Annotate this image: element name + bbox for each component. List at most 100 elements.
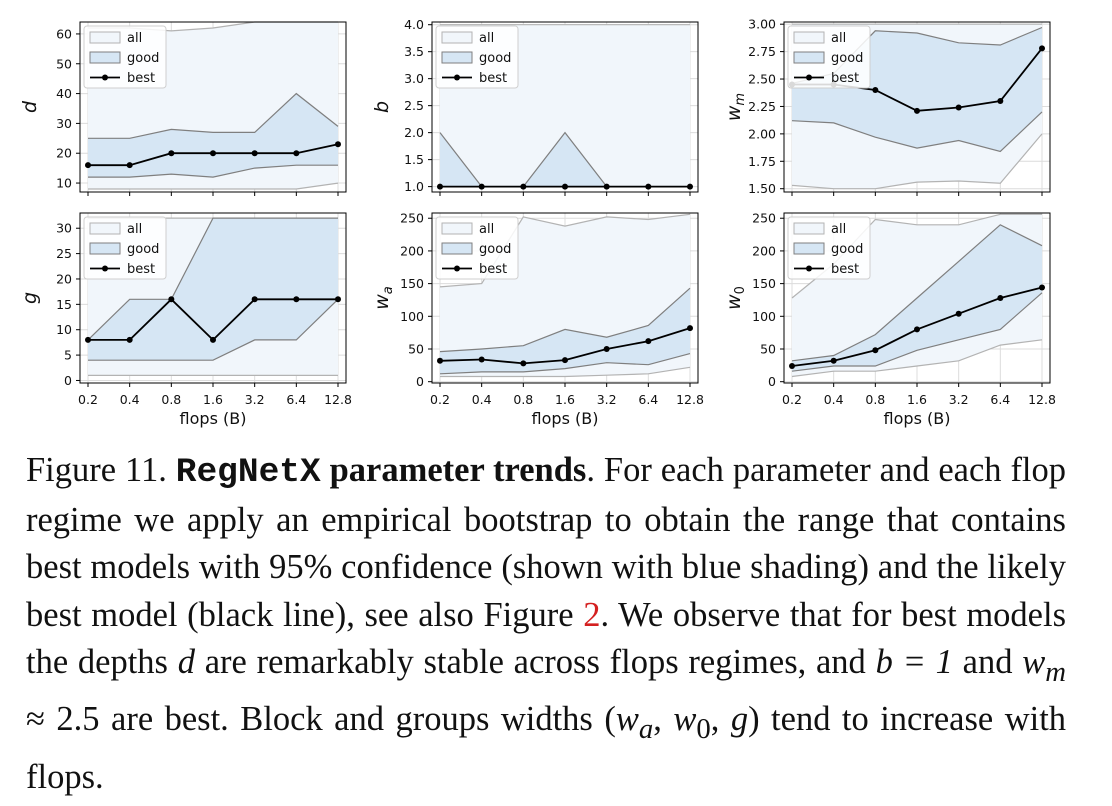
legend-label: good: [479, 242, 511, 257]
caption-text-2: . We observe that for best models the de…: [26, 595, 1066, 682]
good-band-lower-line: [791, 111, 1043, 153]
chart-panel-6: 0 50 100 150 200 250 0.2 0.4 0.8 1.6 3.2 6.4 12.8 flo…: [723, 211, 1056, 428]
y-tick-label: 20: [56, 146, 72, 161]
best-point: [126, 162, 133, 169]
caption-var-wa-base: w: [615, 700, 639, 739]
best-point: [997, 295, 1004, 301]
best-point: [437, 357, 443, 364]
good-band-upper-line: [439, 287, 691, 353]
legend-best-marker: [102, 74, 108, 81]
legend-best-marker: [806, 265, 812, 272]
caption-eq-wm-sub: m: [1045, 655, 1066, 688]
best-point: [562, 357, 568, 364]
best-point: [335, 141, 341, 148]
legend-label: best: [831, 262, 859, 277]
all-band-lower-line: [791, 339, 1043, 378]
good-band-lower-line: [439, 353, 691, 375]
y-tick-label: 2.50: [748, 72, 776, 87]
all-band-upper-line: [439, 213, 691, 288]
caption-title-rest: parameter trends: [329, 451, 587, 489]
y-tick-label: 3.5: [404, 44, 424, 59]
good-band-area: [440, 288, 690, 374]
x-tick-label: 12.8: [676, 392, 704, 407]
y-tick-label: 30: [56, 116, 72, 131]
caption-var-d: d: [177, 643, 195, 681]
y-tick-label: 50: [408, 342, 424, 357]
y-tick-label: 1.75: [748, 154, 776, 169]
legend-swatch: [89, 51, 121, 64]
y-tick-label: 1.0: [404, 179, 424, 194]
y-tick-label: 100: [400, 309, 424, 324]
best-point: [437, 183, 443, 190]
y-tick-label: 2.0: [404, 125, 424, 140]
x-tick-label: 0.2: [782, 392, 802, 407]
caption-text-5: are best. Block and groups widths (: [99, 700, 616, 739]
y-tick-label: 0: [64, 373, 72, 388]
x-tick-label: 1.6: [907, 392, 927, 407]
good-band-upper-line: [791, 224, 1043, 362]
legend-swatch: [89, 222, 121, 235]
best-point: [251, 296, 258, 303]
best-point: [210, 336, 216, 343]
x-tick-label: 0.4: [120, 392, 140, 407]
good-band-upper-line: [87, 217, 338, 341]
legend-swatch: [89, 242, 121, 255]
legend-swatch: [441, 51, 473, 64]
legend-label: all: [127, 222, 142, 237]
legend-label: good: [479, 51, 511, 66]
y-axis-label: w0: [723, 286, 748, 310]
figure-caption: Figure 11. RegNetX parameter trends. For…: [26, 447, 1066, 801]
caption-var-w0-sub: 0: [696, 713, 711, 746]
x-axis-label: flops (B): [884, 409, 951, 428]
legend-label: best: [479, 262, 507, 277]
y-tick-label: 150: [400, 276, 424, 291]
best-point: [168, 150, 175, 157]
x-tick-label: 0.8: [513, 392, 533, 407]
y-tick-label: 40: [56, 86, 72, 101]
best-point: [210, 150, 216, 157]
legend-best-marker: [454, 74, 460, 81]
best-point: [789, 363, 795, 369]
y-tick-label: 0: [416, 374, 424, 389]
caption-title: RegNetX parameter trends: [176, 451, 587, 492]
legend-swatch: [441, 31, 473, 44]
best-point: [603, 346, 610, 352]
caption-figure-ref[interactable]: 2: [583, 595, 601, 634]
all-band-lower-line: [88, 182, 339, 190]
best-point: [830, 357, 837, 364]
y-tick-label: 2.25: [748, 99, 776, 114]
best-point: [687, 325, 693, 332]
legend-label: best: [127, 262, 155, 277]
x-tick-label: 1.6: [203, 392, 223, 407]
caption-var-w0: w0: [673, 700, 710, 745]
caption-eq-wm-rest: ≈ 2.5: [26, 700, 100, 739]
x-tick-label: 6.4: [638, 392, 658, 407]
y-tick-label: 250: [400, 211, 424, 226]
legend-label: all: [479, 222, 494, 237]
legend: all good best: [435, 25, 519, 89]
x-tick-label: 0.4: [824, 392, 844, 407]
y-tick-label: 20: [56, 271, 72, 286]
chart-panel-3: 1.50 1.75 2.00 2.25 2.50 2.75 3.00 wm all good bes…: [723, 17, 1051, 196]
caption-text-3: are remarkably stable across flops regim…: [194, 643, 876, 681]
best-point: [478, 356, 485, 363]
good-band-upper-line: [88, 92, 339, 139]
legend-swatch: [441, 242, 473, 255]
x-axis-label: flops (B): [180, 409, 247, 428]
x-tick-label: 0.2: [430, 392, 450, 407]
x-tick-label: 0.2: [78, 392, 98, 407]
legend-best-marker: [806, 74, 812, 81]
chart-panel-5: 0 50 100 150 200 250 0.2 0.4 0.8 1.6 3.2 6.4 12.8 flo…: [371, 211, 704, 428]
y-axis-label: d: [19, 100, 41, 113]
y-tick-label: 1.5: [404, 152, 424, 167]
x-tick-label: 0.4: [472, 392, 492, 407]
best-point: [335, 296, 341, 303]
legend: all good best: [435, 216, 519, 280]
best-point: [603, 183, 610, 190]
best-point: [872, 87, 879, 93]
legend: all good best: [83, 216, 167, 280]
y-tick-label: 25: [56, 246, 72, 261]
best-point: [872, 347, 879, 354]
y-tick-label: 0: [768, 374, 776, 389]
y-axis-label: g: [19, 292, 41, 304]
